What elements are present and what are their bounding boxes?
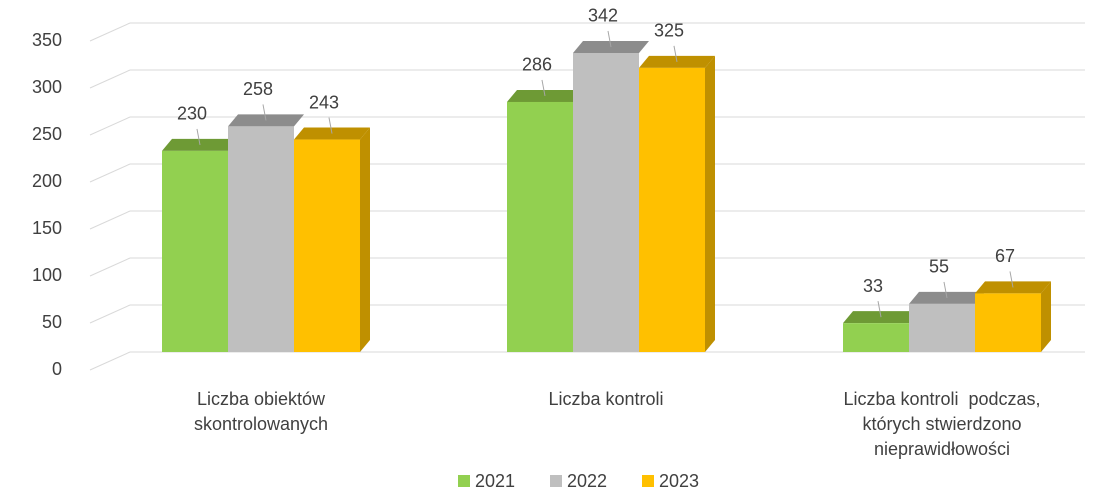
y-tick-label: 100 <box>32 265 62 285</box>
value-label: 33 <box>863 276 883 296</box>
leader-line <box>877 301 882 318</box>
bar <box>909 303 975 352</box>
leader-line <box>262 104 267 121</box>
bar <box>162 150 228 352</box>
legend-label: 2023 <box>659 471 699 491</box>
value-label: 342 <box>588 6 618 26</box>
value-label: 258 <box>243 79 273 99</box>
x-tick-label: Liczba kontroli <box>548 389 663 409</box>
grid-line <box>89 304 131 324</box>
bar <box>294 139 360 352</box>
grid-line <box>89 210 131 230</box>
x-tick-label: nieprawidłowości <box>874 439 1010 459</box>
leader-line <box>673 45 678 62</box>
grid-line <box>89 257 131 277</box>
y-tick-label: 150 <box>32 218 62 238</box>
value-label: 67 <box>995 246 1015 266</box>
bar <box>228 126 294 352</box>
x-tick-label: których stwierdzono <box>862 414 1021 434</box>
legend-swatch <box>642 475 654 487</box>
x-tick-label: Liczba kontroli podczas, <box>843 389 1040 409</box>
grid-line <box>89 116 131 136</box>
bar <box>843 323 909 352</box>
y-tick-label: 300 <box>32 77 62 97</box>
grid-line <box>89 351 131 371</box>
value-label: 325 <box>654 21 684 41</box>
leader-line <box>607 30 612 48</box>
y-tick-label: 350 <box>32 30 62 50</box>
value-label: 243 <box>309 92 339 112</box>
y-tick-label: 0 <box>52 359 62 379</box>
legend-swatch <box>550 475 562 487</box>
value-label: 286 <box>522 55 552 75</box>
x-tick-label: skontrolowanych <box>194 414 328 434</box>
grid-line <box>89 22 131 42</box>
value-label: 55 <box>929 257 949 277</box>
leader-line <box>1009 271 1014 288</box>
leader-line <box>541 79 546 97</box>
x-tick-label: Liczba obiektów <box>197 389 326 409</box>
leader-line <box>943 281 948 299</box>
bar-side <box>360 127 370 352</box>
grid-line <box>89 69 131 89</box>
bar <box>975 293 1041 352</box>
bar <box>507 101 573 352</box>
bar-side <box>705 55 715 352</box>
legend-label: 2021 <box>475 471 515 491</box>
bar-side <box>1041 281 1051 352</box>
leader-line <box>328 117 333 134</box>
value-label: 230 <box>177 104 207 124</box>
bar <box>639 67 705 352</box>
legend-swatch <box>458 475 470 487</box>
leader-line <box>196 128 201 146</box>
grid-line <box>89 163 131 183</box>
y-tick-label: 250 <box>32 124 62 144</box>
y-tick-label: 200 <box>32 171 62 191</box>
y-tick-label: 50 <box>42 312 62 332</box>
bar <box>573 52 639 352</box>
legend-label: 2022 <box>567 471 607 491</box>
